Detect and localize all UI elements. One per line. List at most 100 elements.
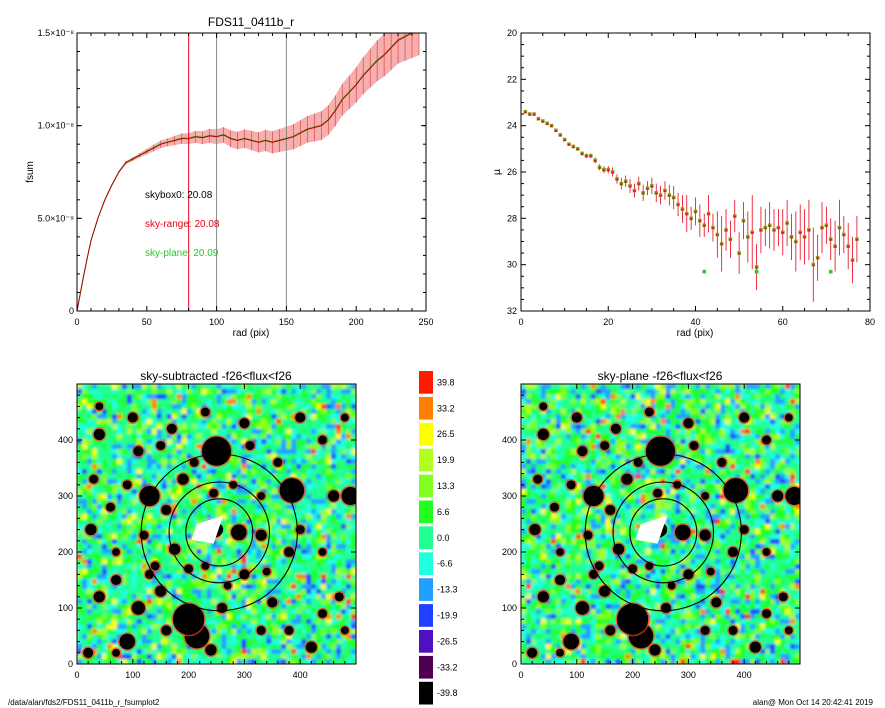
noise-cell — [321, 399, 327, 405]
noise-cell — [81, 619, 88, 625]
noise-cell — [201, 594, 208, 600]
noise-cell — [580, 419, 587, 425]
noise-cell — [296, 574, 302, 580]
noise-cell — [196, 584, 203, 590]
noise-cell — [521, 609, 527, 615]
noise-cell — [106, 394, 113, 400]
noise-cell — [216, 599, 223, 605]
noise-cell — [560, 444, 567, 450]
noise-cell — [166, 459, 173, 465]
noise-cell — [77, 424, 83, 430]
noise-cell — [620, 414, 627, 420]
noise-cell — [535, 489, 542, 495]
noise-cell — [615, 509, 622, 515]
noise-cell — [251, 389, 257, 395]
noise-cell — [321, 624, 327, 630]
noise-cell — [116, 464, 123, 470]
noise-cell — [351, 414, 356, 420]
noise-cell — [226, 589, 233, 595]
noise-cell — [126, 604, 133, 610]
noise-cell — [201, 589, 208, 595]
mu-point-core — [764, 227, 767, 229]
noise-cell — [166, 639, 173, 645]
noise-cell — [575, 554, 582, 560]
noise-cell — [351, 564, 356, 570]
noise-cell — [331, 469, 337, 475]
noise-cell — [106, 609, 113, 615]
noise-cell — [81, 459, 88, 465]
noise-cell — [575, 539, 582, 545]
noise-cell — [101, 654, 108, 660]
noise-cell — [575, 529, 582, 535]
fsum-ytick-label: 0 — [69, 306, 74, 316]
noise-cell — [331, 454, 337, 460]
noise-cell — [296, 549, 302, 555]
noise-cell — [176, 524, 183, 530]
noise-cell — [291, 659, 297, 664]
noise-cell — [590, 629, 597, 635]
noise-cell — [560, 389, 567, 395]
noise-cell — [166, 444, 173, 450]
noise-cell — [206, 469, 213, 475]
noise-cell — [331, 389, 337, 395]
noise-cell — [331, 434, 337, 440]
noise-cell — [351, 614, 356, 620]
noise-cell — [116, 429, 123, 435]
noise-cell — [615, 554, 622, 560]
noise-cell — [206, 414, 213, 420]
noise-cell — [121, 659, 128, 664]
noise-cell — [291, 429, 297, 435]
noise-cell — [525, 579, 532, 585]
noise-cell — [261, 464, 267, 470]
noise-cell — [111, 534, 118, 540]
noise-cell — [251, 629, 257, 635]
noise-cell — [286, 569, 292, 575]
noise-cell — [306, 569, 312, 575]
noise-cell — [341, 384, 347, 390]
noise-cell — [241, 494, 247, 500]
noise-cell — [555, 589, 562, 595]
noise-cell — [121, 599, 128, 605]
noise-cell — [331, 624, 337, 630]
noise-cell — [341, 394, 347, 400]
noise-cell — [131, 394, 138, 400]
noise-cell — [535, 509, 542, 515]
noise-cell — [166, 584, 173, 590]
noise-cell — [311, 494, 317, 500]
noise-cell — [96, 614, 103, 620]
noise-cell — [266, 449, 272, 455]
noise-cell — [595, 644, 602, 650]
noise-cell — [525, 474, 532, 480]
noise-cell — [311, 534, 317, 540]
noise-cell — [91, 464, 98, 470]
noise-cell — [565, 424, 572, 430]
noise-cell — [321, 649, 327, 655]
noise-cell — [141, 639, 148, 645]
noise-cell — [281, 589, 287, 595]
noise-cell — [256, 434, 262, 440]
mu-point-core — [576, 148, 579, 151]
noise-cell — [590, 524, 597, 530]
masked-source — [255, 529, 267, 541]
noise-cell — [146, 554, 153, 560]
noise-cell — [550, 524, 557, 530]
noise-cell — [111, 609, 118, 615]
noise-cell — [575, 624, 582, 630]
noise-cell — [201, 429, 208, 435]
noise-cell — [86, 564, 93, 570]
noise-cell — [121, 399, 128, 405]
noise-cell — [555, 619, 562, 625]
noise-cell — [171, 454, 178, 460]
fsum-line-sky-range — [77, 33, 414, 311]
noise-cell — [106, 584, 113, 590]
noise-cell — [590, 559, 597, 565]
noise-cell — [146, 624, 153, 630]
noise-cell — [156, 599, 163, 605]
noise-cell — [311, 604, 317, 610]
noise-cell — [136, 649, 143, 655]
noise-cell — [251, 479, 257, 485]
noise-cell — [336, 579, 342, 585]
noise-cell — [615, 469, 622, 475]
noise-cell — [201, 479, 208, 485]
noise-cell — [341, 509, 347, 515]
